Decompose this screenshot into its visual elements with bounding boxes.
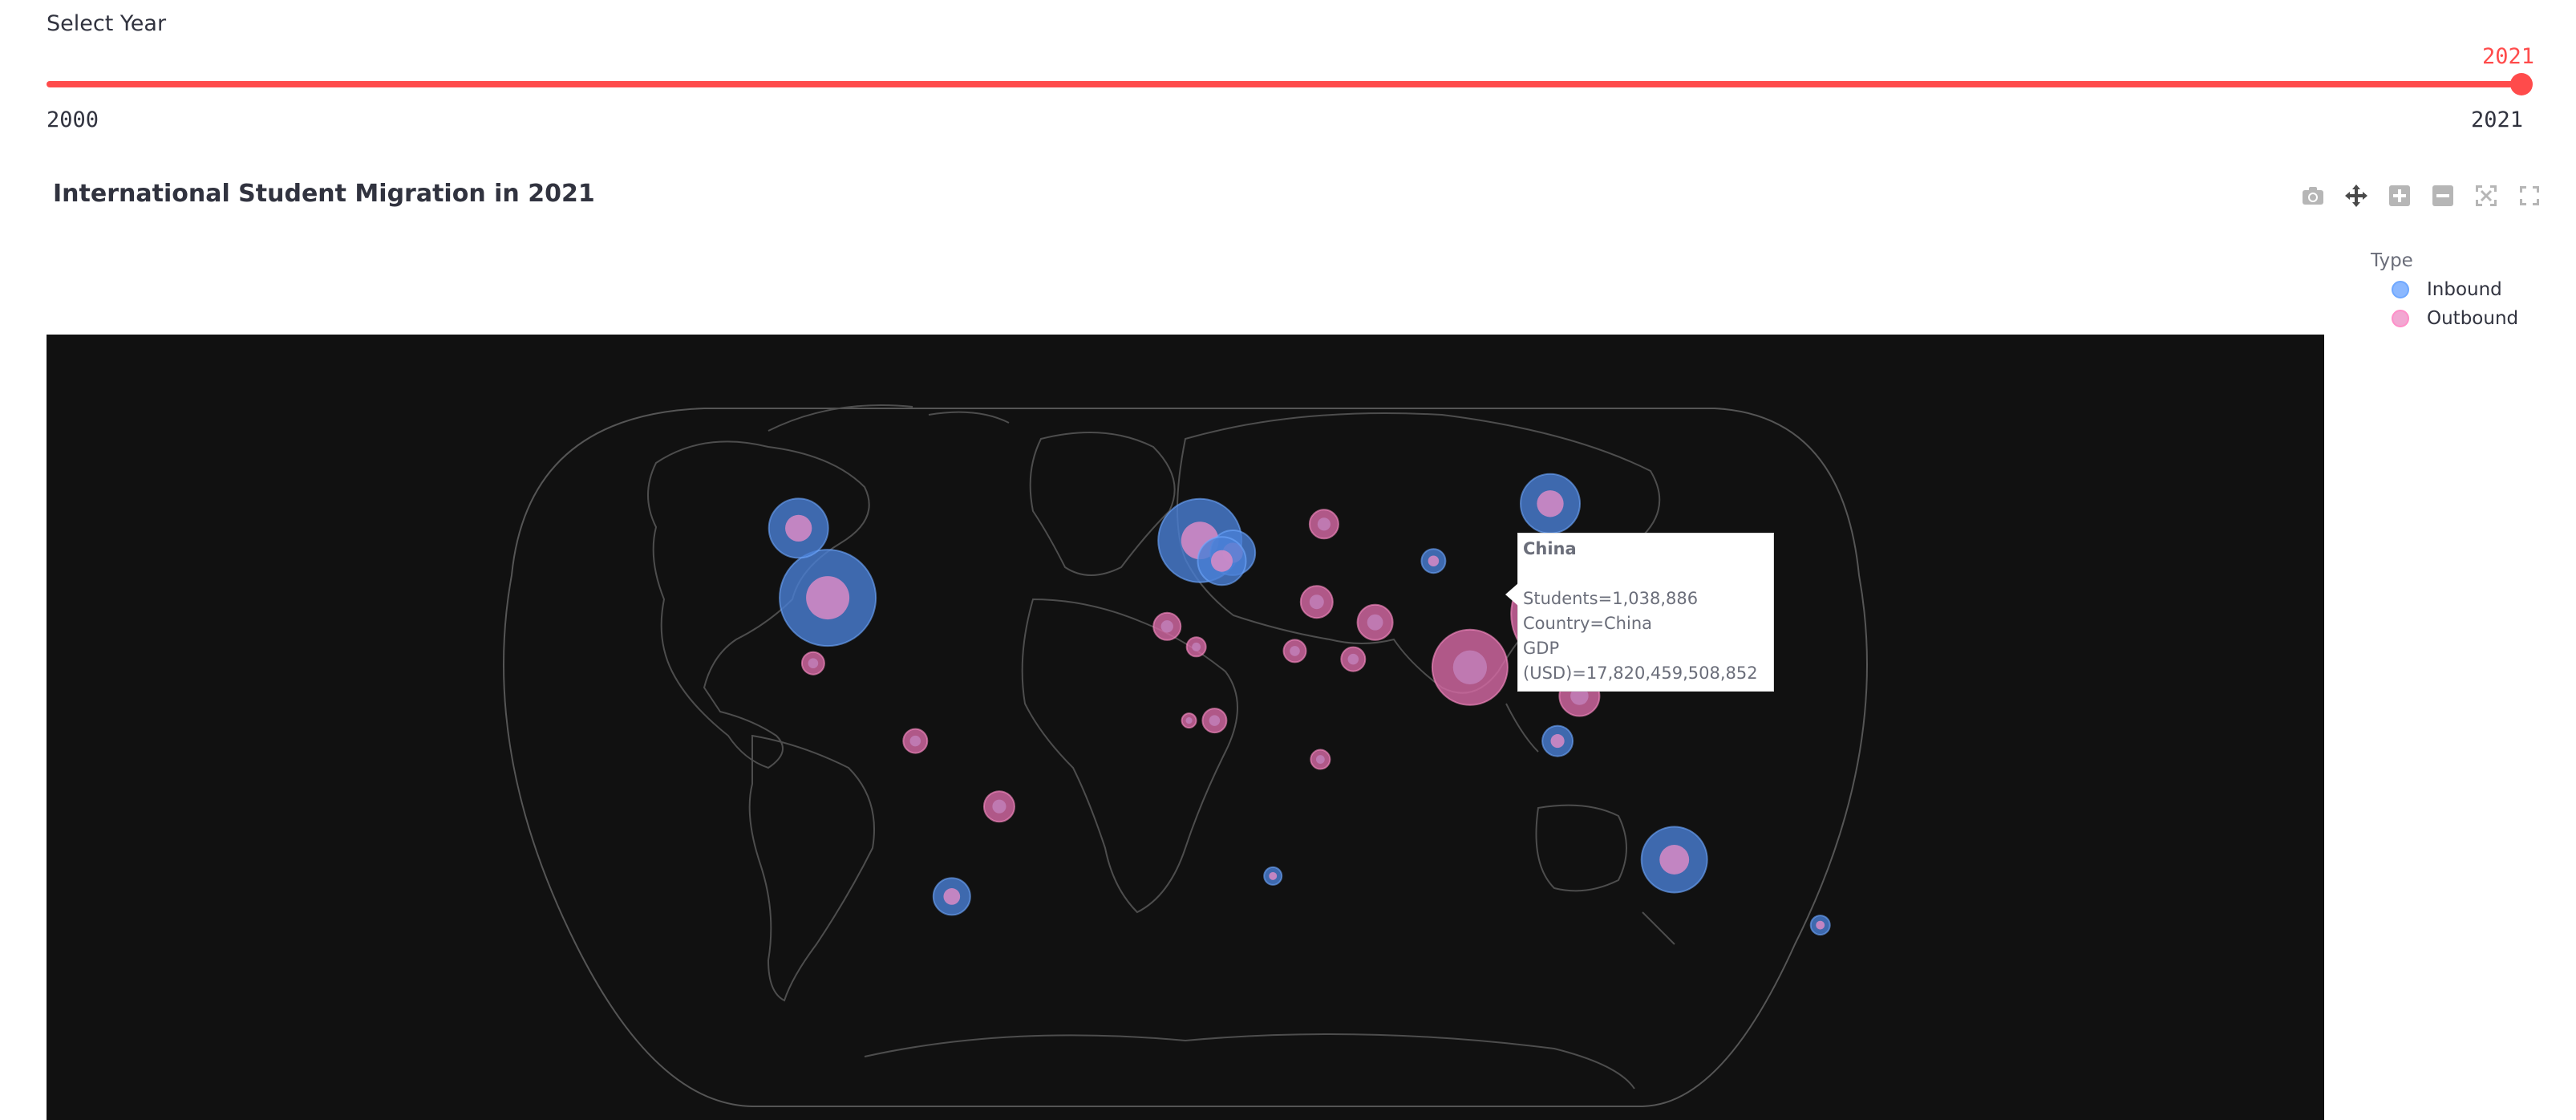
- bubble-inner-outbound-5: [808, 658, 819, 668]
- bubble-inner-inbound-11: [1269, 871, 1278, 880]
- tooltip-title: China: [1523, 539, 1577, 558]
- legend: Type Inbound Outbound: [2371, 250, 2518, 337]
- legend-marker-outbound: [2392, 310, 2409, 327]
- bubble-inner-outbound-9: [1160, 620, 1173, 633]
- bubble-inner-inbound-5: [1537, 490, 1564, 517]
- bubble-inner-outbound-6: [909, 735, 921, 747]
- modebar: [2299, 181, 2544, 210]
- bubble-inner-outbound-14: [1185, 717, 1193, 724]
- bubble-inner-outbound-8: [1209, 715, 1221, 726]
- bubble-inner-inbound-7: [1550, 734, 1565, 749]
- bubble-inner-outbound-10: [1347, 653, 1359, 665]
- slider-thumb[interactable]: [2510, 73, 2533, 95]
- reset-icon[interactable]: [2515, 181, 2544, 210]
- pan-icon[interactable]: [2342, 181, 2371, 210]
- map-plot[interactable]: [47, 335, 2324, 1120]
- slider-label: Select Year: [47, 11, 167, 36]
- bubble-inner-inbound-0: [806, 576, 850, 620]
- legend-item-outbound[interactable]: Outbound: [2392, 308, 2518, 329]
- bubble-inner-outbound-15: [1290, 646, 1300, 656]
- globe-outline: [503, 408, 1868, 1107]
- legend-marker-inbound: [2392, 281, 2409, 298]
- slider-max-label: 2021: [2470, 108, 2523, 132]
- bubble-inner-outbound-11: [1317, 517, 1331, 531]
- legend-title: Type: [2371, 250, 2413, 271]
- zoom-out-icon[interactable]: [2428, 181, 2457, 210]
- tooltip-students: Students=1,038,886: [1523, 589, 1699, 608]
- bubble-inner-outbound-7: [1309, 594, 1324, 610]
- slider-current-value: 2021: [2481, 44, 2534, 69]
- bubble-inner-outbound-3: [1367, 614, 1383, 631]
- slider-track[interactable]: [47, 81, 2525, 87]
- bubble-inner-outbound-13: [1192, 642, 1201, 651]
- bubble-inner-inbound-10: [1816, 920, 1825, 930]
- bubble-inner-inbound-1: [785, 514, 812, 542]
- autoscale-icon[interactable]: [2472, 181, 2501, 210]
- tooltip-gdp: GDP (USD)=17,820,459,508,852: [1523, 639, 1758, 683]
- chart-title: International Student Migration in 2021: [53, 180, 595, 208]
- bubble-inner-inbound-9: [1428, 555, 1440, 566]
- bubble-inner-inbound-6: [1659, 845, 1690, 874]
- world-map[interactable]: [47, 335, 2324, 1120]
- bubble-inner-outbound-12: [1315, 755, 1325, 764]
- camera-icon[interactable]: [2299, 181, 2327, 210]
- tooltip-country: Country=China: [1523, 614, 1653, 633]
- legend-label-outbound: Outbound: [2427, 308, 2519, 329]
- bubble-inner-outbound-4: [992, 799, 1007, 814]
- zoom-in-icon[interactable]: [2385, 181, 2414, 210]
- bubble-inner-inbound-8: [943, 888, 961, 905]
- hover-tooltip: China Students=1,038,886 Country=China G…: [1505, 533, 1774, 692]
- legend-item-inbound[interactable]: Inbound: [2392, 279, 2518, 300]
- legend-label-inbound: Inbound: [2427, 279, 2502, 300]
- slider-min-label: 2000: [47, 108, 99, 132]
- bubble-inner-inbound-4: [1211, 550, 1233, 572]
- bubble-inner-outbound-1: [1452, 650, 1488, 684]
